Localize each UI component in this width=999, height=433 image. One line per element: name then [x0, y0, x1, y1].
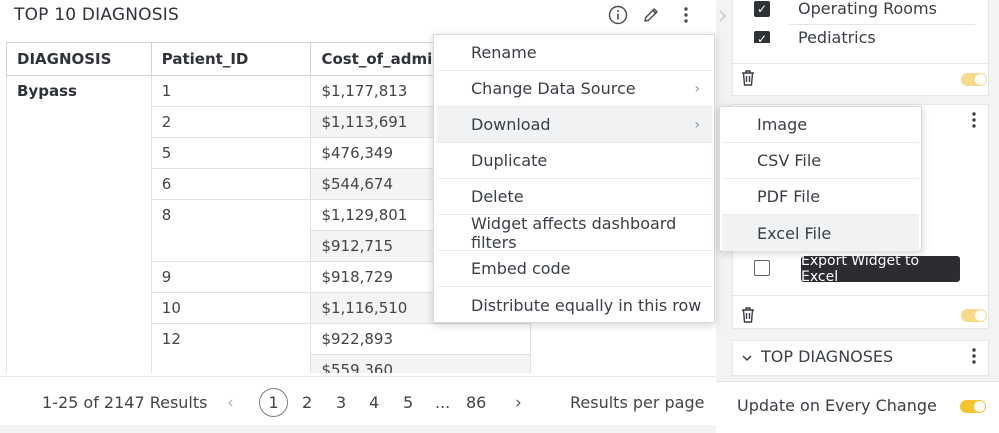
filter-card-departments: ✓ Operating Rooms ✓ Pediatrics [732, 0, 990, 96]
info-icon[interactable] [607, 4, 629, 26]
page-ellipsis: ... [435, 393, 451, 412]
bottom-strip [0, 425, 716, 433]
chevron-right-icon: › [694, 116, 700, 133]
page-3-button[interactable]: 3 [336, 393, 347, 412]
page-4-button[interactable]: 4 [369, 393, 380, 412]
filter-item-operating-rooms[interactable]: Operating Rooms [798, 0, 937, 18]
menu-item-label: Widget affects dashboard filters [471, 213, 677, 252]
column-header-diagnosis[interactable]: DIAGNOSIS [6, 42, 152, 76]
menu-item-embed-code[interactable]: Embed code [437, 251, 712, 287]
download-image-item[interactable]: Image [722, 107, 919, 143]
pivot-table: DIAGNOSIS Patient_ID Cost_of_admiss Bypa… [6, 42, 531, 373]
download-csv-item[interactable]: CSV File [722, 143, 919, 179]
checkbox-checked-icon[interactable]: ✓ [754, 1, 770, 17]
cost-cell: $559,360 [310, 354, 531, 373]
filter-item-clip: ✓ Pediatrics [733, 25, 990, 43]
table-row: $559,360 [7, 354, 531, 373]
table-row: Bypass 1 $1,177,813 [6, 75, 531, 373]
filter-title-top-diagnoses[interactable]: TOP DIAGNOSES [761, 347, 894, 366]
chevron-right-icon: › [694, 80, 700, 97]
prev-page-icon[interactable]: ‹ [227, 393, 234, 413]
menu-item-rename[interactable]: Rename [437, 35, 712, 71]
pagination-bar: 1-25 of 2147 Results ‹ 1 2 3 4 5 ... 86 … [0, 376, 716, 425]
divider [733, 295, 990, 296]
checkbox-checked-icon[interactable]: ✓ [754, 31, 770, 43]
page-2-button[interactable]: 2 [302, 393, 313, 412]
results-count: 1-25 of 2147 Results [42, 393, 208, 412]
download-submenu: Image CSV File PDF File Excel File [719, 106, 922, 251]
patient-id-cell: 6 [150, 168, 312, 200]
trash-icon[interactable] [740, 69, 756, 87]
widget-kebab-icon[interactable] [675, 4, 697, 26]
widget-title: TOP 10 DIAGNOSIS [14, 5, 179, 25]
trash-icon[interactable] [740, 306, 756, 324]
table-row: 10 $1,116,510 [7, 292, 531, 324]
filter-kebab-icon[interactable] [971, 347, 977, 369]
table-viewport: DIAGNOSIS Patient_ID Cost_of_admiss Bypa… [0, 42, 716, 373]
page-86-button[interactable]: 86 [466, 393, 487, 412]
patient-id-cell: 5 [150, 137, 312, 169]
widget-context-menu: Rename Change Data Source › Download › Dup… [433, 34, 715, 323]
export-tooltip: Export Widget to Excel [801, 253, 960, 285]
toggle-switch[interactable] [961, 309, 987, 322]
menu-item-label: Distribute equally in this row [471, 295, 702, 315]
next-page-icon[interactable]: › [515, 393, 522, 413]
page-5-button[interactable]: 5 [403, 393, 414, 412]
toggle-switch[interactable] [961, 73, 987, 86]
menu-item-label: Change Data Source [471, 79, 636, 98]
patient-id-cell: 12 [150, 323, 312, 373]
patient-id-cell: 8 [150, 199, 312, 262]
update-bar: Update on Every Change [716, 381, 999, 433]
menu-item-delete[interactable]: Delete [437, 179, 712, 215]
chevron-down-icon[interactable] [741, 353, 753, 363]
diagnosis-cell: Bypass [6, 75, 152, 373]
menu-item-duplicate[interactable]: Duplicate [437, 143, 712, 179]
menu-item-download[interactable]: Download › [437, 107, 712, 143]
menu-item-label: Delete [471, 187, 524, 206]
menu-item-label: Download [471, 115, 551, 134]
patient-id-cell: 9 [150, 261, 312, 293]
menu-item-affects-filters[interactable]: Widget affects dashboard filters [437, 213, 712, 252]
menu-item-distribute[interactable]: Distribute equally in this row [437, 287, 712, 323]
menu-item-label: Rename [471, 43, 537, 62]
menu-item-change-data-source[interactable]: Change Data Source › [437, 71, 712, 107]
filter-card-top-diagnoses: TOP DIAGNOSES [732, 340, 989, 376]
divider [789, 24, 975, 25]
collapse-chevron-icon[interactable] [718, 6, 727, 26]
cost-cell: $922,893 [310, 323, 531, 355]
update-toggle-switch[interactable] [960, 400, 986, 413]
download-pdf-item[interactable]: PDF File [722, 179, 919, 215]
patient-id-cell: 10 [150, 292, 312, 324]
menu-item-label: Embed code [471, 259, 571, 278]
filter-kebab-icon[interactable] [971, 111, 977, 133]
download-excel-item[interactable]: Excel File [722, 215, 919, 251]
divider [733, 63, 990, 64]
pencil-icon[interactable] [640, 4, 662, 26]
patient-id-cell: 1 [150, 75, 312, 107]
page-1-button[interactable]: 1 [259, 388, 288, 417]
patient-id-cell: 2 [150, 106, 312, 138]
menu-item-label: Duplicate [471, 151, 548, 170]
update-on-change-label: Update on Every Change [737, 396, 937, 415]
filter-item-pediatrics[interactable]: Pediatrics [798, 28, 876, 43]
table-row: 12 $922,893 [7, 323, 531, 373]
checkbox-icon[interactable] [754, 260, 770, 276]
results-per-page-label[interactable]: Results per page [570, 393, 705, 412]
column-header-patient-id[interactable]: Patient_ID [150, 42, 312, 76]
